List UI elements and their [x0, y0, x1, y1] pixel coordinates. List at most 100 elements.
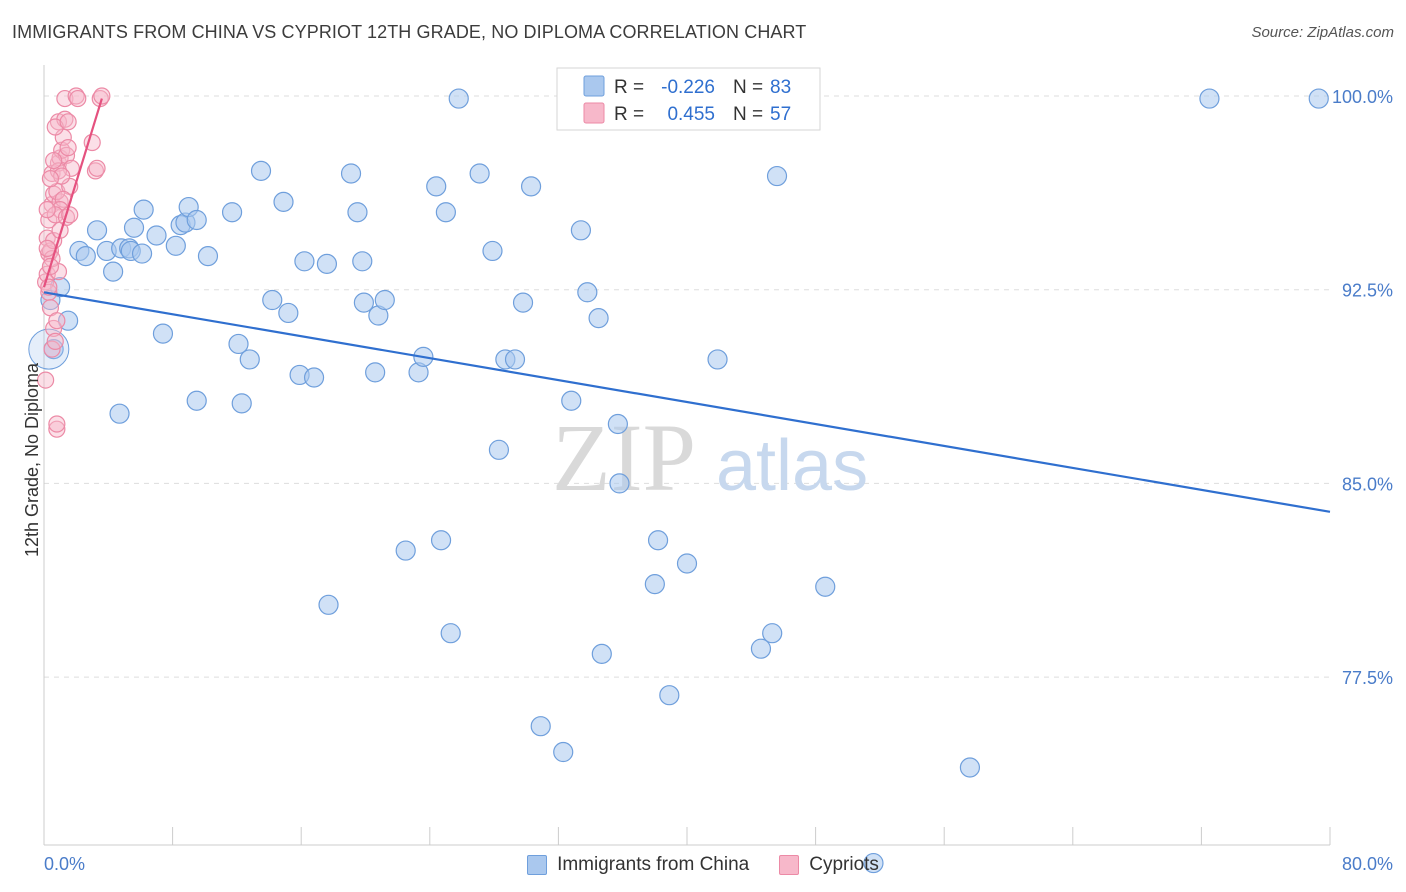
y-tick-label-1: 92.5% — [1342, 281, 1393, 301]
x-tick-label-0: 0.0% — [44, 854, 85, 874]
stats-swatch-cypriots — [583, 102, 605, 124]
point-china-80 — [863, 852, 884, 874]
point-china-67 — [607, 413, 628, 435]
point-china-35 — [294, 251, 315, 272]
point-china-49 — [430, 530, 452, 551]
point-china-17 — [152, 323, 174, 344]
point-china-27 — [231, 393, 252, 414]
bottom-legend: Immigrants from China Cypriots — [0, 852, 1406, 878]
point-china-50 — [435, 202, 456, 223]
point-cypriots-43 — [67, 87, 85, 105]
point-china-66 — [591, 643, 612, 664]
point-china-11 — [109, 403, 130, 424]
axes — [43, 65, 1331, 846]
y-tick-labels: 100.0% 92.5% 85.0% 77.5% — [1332, 87, 1393, 688]
point-cypriots-13 — [37, 371, 55, 389]
point-china-34 — [303, 367, 325, 388]
point-china-60 — [530, 716, 551, 737]
point-china-55 — [488, 439, 510, 460]
point-cypriots-26 — [59, 139, 77, 157]
point-china-79 — [815, 576, 836, 597]
stats-r-value-china: -0.226 — [661, 77, 715, 98]
point-china-29 — [250, 160, 272, 181]
point-china-41 — [353, 292, 374, 313]
legend-item-cypriots: Cypriots — [779, 854, 879, 876]
point-china-31 — [273, 191, 294, 212]
point-china-71 — [647, 530, 669, 551]
stats-n-label-cypriots: N = — [733, 104, 763, 125]
point-china-14 — [133, 199, 154, 220]
point-china-12 — [123, 217, 145, 238]
point-cypriots-46 — [86, 162, 105, 180]
point-cypriots-54 — [38, 201, 56, 219]
point-china-23 — [197, 246, 219, 267]
point-china-42 — [365, 362, 386, 383]
point-cypriots-53 — [59, 113, 77, 131]
point-china-39 — [347, 202, 368, 223]
point-china-45 — [395, 540, 416, 561]
point-china-73 — [676, 553, 698, 574]
point-china-70 — [644, 574, 665, 595]
point-china-48 — [426, 176, 447, 197]
x-tick-label-1: 80.0% — [1342, 854, 1393, 874]
point-china-40 — [352, 251, 373, 272]
source-label: Source: ZipAtlas.com — [1251, 24, 1394, 41]
point-cypriots-47 — [88, 159, 106, 177]
point-cypriots-36 — [48, 420, 66, 438]
legend-label-china: Immigrants from China — [557, 854, 750, 875]
point-china-77 — [762, 623, 783, 644]
watermark-atlas: atlas — [716, 426, 868, 506]
point-cypriots-42 — [56, 89, 74, 108]
point-china-8 — [103, 261, 124, 282]
stats-r-label-china: R = — [614, 77, 644, 98]
point-china-22 — [186, 209, 207, 231]
trend-line-cypriots — [42, 98, 103, 288]
point-china-72 — [659, 685, 680, 706]
point-china-65 — [588, 308, 609, 329]
x-tick-labels: 0.0% 80.0% — [44, 854, 1393, 874]
legend-swatch-china — [527, 855, 548, 875]
point-china-cluster — [28, 328, 70, 370]
stats-n-value-cypriots: 57 — [770, 104, 791, 125]
point-cypriots-55 — [41, 170, 60, 188]
point-china-44 — [374, 289, 395, 311]
point-cypriots-37 — [48, 415, 66, 433]
stats-legend: R = -0.226 N = 83 R = 0.455 N = 57 — [556, 67, 821, 131]
trend-lines — [42, 98, 1331, 513]
point-china-6 — [86, 220, 108, 241]
point-cypriots-50 — [46, 118, 64, 136]
legend-label-cypriots: Cypriots — [809, 854, 879, 875]
point-china-54 — [482, 240, 503, 262]
trend-line-china — [43, 291, 1331, 513]
stats-n-value-china: 83 — [770, 77, 791, 98]
legend-swatch-cypriots — [779, 855, 800, 875]
point-china-52 — [448, 88, 469, 109]
point-china-32 — [278, 302, 299, 324]
point-china-36 — [316, 253, 338, 274]
point-china-83 — [1308, 88, 1329, 109]
chart-title: IMMIGRANTS FROM CHINA VS CYPRIOT 12TH GR… — [12, 22, 807, 42]
stats-n-label-china: N = — [733, 77, 763, 98]
stats-r-label-cypriots: R = — [614, 104, 644, 125]
point-china-82 — [1199, 88, 1220, 109]
point-cypriots-49 — [93, 87, 111, 105]
point-china-26 — [228, 333, 249, 355]
point-china-57 — [504, 349, 526, 370]
y-tick-label-2: 85.0% — [1342, 474, 1393, 494]
point-cypriots-35 — [38, 239, 56, 257]
legend-item-china: Immigrants from China — [527, 854, 749, 876]
point-china-53 — [469, 163, 490, 184]
point-china-58 — [512, 292, 534, 313]
point-cypriots-52 — [53, 167, 71, 185]
point-china-38 — [340, 163, 362, 184]
y-axis-label: 12th Grade, No Diploma — [22, 362, 42, 557]
y-tick-label-3: 77.5% — [1342, 668, 1393, 688]
point-china-61 — [553, 741, 574, 763]
series-cypriots-points — [37, 87, 111, 438]
point-china-37 — [318, 594, 339, 615]
point-china-18 — [165, 235, 186, 256]
point-china-75 — [707, 349, 728, 370]
point-china-63 — [570, 220, 592, 241]
gridlines — [44, 95, 1330, 678]
